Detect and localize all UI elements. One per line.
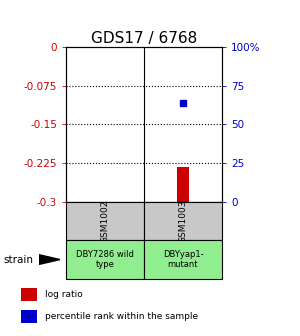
Text: DBYyap1-
mutant: DBYyap1- mutant	[163, 250, 203, 269]
Bar	[144, 202, 222, 240]
Text: GSM1003: GSM1003	[178, 199, 188, 243]
Bar	[66, 240, 144, 279]
Title: GDS17 / 6768: GDS17 / 6768	[91, 31, 197, 46]
Text: log ratio: log ratio	[45, 290, 83, 299]
Bar	[177, 167, 189, 202]
Bar	[144, 240, 222, 279]
Polygon shape	[39, 255, 60, 264]
Bar	[20, 288, 37, 301]
Bar	[20, 310, 37, 323]
Text: percentile rank within the sample: percentile rank within the sample	[45, 312, 199, 321]
Bar	[66, 202, 144, 240]
Text: DBY7286 wild
type: DBY7286 wild type	[76, 250, 134, 269]
Text: strain: strain	[3, 255, 33, 264]
Text: GSM1002: GSM1002	[100, 199, 109, 243]
